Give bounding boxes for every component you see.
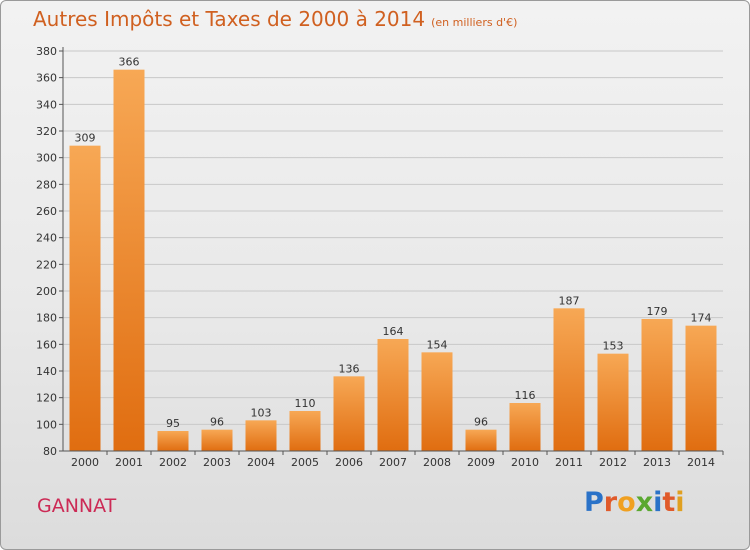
bar-value-label: 174 — [691, 312, 712, 325]
y-tick-label: 160 — [36, 338, 57, 351]
x-tick-label: 2000 — [71, 456, 99, 469]
y-tick-label: 180 — [36, 312, 57, 325]
x-tick-label: 2011 — [555, 456, 583, 469]
x-tick-label: 2012 — [599, 456, 627, 469]
y-tick-label: 360 — [36, 72, 57, 85]
bar — [685, 325, 717, 451]
y-tick-label: 120 — [36, 392, 57, 405]
bar-value-label: 164 — [383, 325, 404, 338]
chart-title-text: Autres Impôts et Taxes de 2000 à 2014 — [33, 7, 426, 31]
y-tick-label: 100 — [36, 418, 57, 431]
bar-value-label: 309 — [75, 132, 96, 145]
y-tick-label: 320 — [36, 125, 57, 138]
axes — [62, 47, 723, 452]
chart-subtitle: (en milliers d'€) — [431, 16, 518, 29]
bar — [113, 69, 145, 452]
bar-value-label: 136 — [339, 362, 360, 375]
bar-value-label: 366 — [119, 56, 140, 69]
bar — [377, 339, 409, 451]
x-tick-label: 2013 — [643, 456, 671, 469]
bar-value-label: 116 — [515, 389, 536, 402]
x-tick-label: 2009 — [467, 456, 495, 469]
y-tick-label: 340 — [36, 98, 57, 111]
y-axis-ticks: 80 100 120 140 160 180 200 220 240 260 280 300 320 34… — [36, 45, 63, 458]
bar-value-label: 110 — [295, 397, 316, 410]
bar-value-label: 179 — [647, 305, 668, 318]
bar — [465, 429, 497, 451]
bar-value-labels: 309 366 95 96 103 110 136 164 154 96 116 187 153 179 1… — [75, 56, 712, 430]
logo-letter: P — [584, 487, 604, 518]
bar — [333, 376, 365, 451]
y-tick-label: 260 — [36, 205, 57, 218]
bar — [553, 308, 585, 451]
x-tick-label: 2014 — [687, 456, 715, 469]
x-tick-label: 2003 — [203, 456, 231, 469]
bar-value-label: 153 — [603, 340, 624, 353]
bar-value-label: 96 — [210, 416, 224, 429]
x-tick-label: 2005 — [291, 456, 319, 469]
x-tick-label: 2006 — [335, 456, 363, 469]
bars — [69, 69, 717, 452]
y-tick-label: 220 — [36, 258, 57, 271]
proxiti-logo: Proxiti — [584, 487, 685, 518]
bar — [509, 403, 541, 451]
bar-value-label: 96 — [474, 416, 488, 429]
bar — [69, 145, 101, 451]
x-tick-label: 2010 — [511, 456, 539, 469]
bar — [245, 420, 277, 451]
logo-letter: x — [635, 487, 654, 518]
logo-letter: r — [603, 487, 618, 518]
bar-value-label: 154 — [427, 338, 448, 351]
logo-letter: o — [617, 487, 636, 518]
x-tick-label: 2001 — [115, 456, 143, 469]
x-tick-label: 2008 — [423, 456, 451, 469]
bar-value-label: 103 — [251, 406, 272, 419]
logo-letter: t — [662, 487, 676, 518]
y-tick-label: 240 — [36, 232, 57, 245]
y-tick-label: 200 — [36, 285, 57, 298]
bar — [201, 429, 233, 451]
bar-value-label: 187 — [559, 294, 580, 307]
chart-title: Autres Impôts et Taxes de 2000 à 2014 (en… — [33, 7, 517, 31]
logo-letter: i — [675, 487, 685, 518]
place-name: GANNAT — [37, 495, 117, 517]
y-tick-label: 300 — [36, 152, 57, 165]
x-tick-label: 2002 — [159, 456, 187, 469]
y-tick-label: 380 — [36, 45, 57, 58]
x-tick-label: 2007 — [379, 456, 407, 469]
bar — [597, 353, 629, 451]
logo-letter: i — [653, 487, 663, 518]
x-axis-ticks: 2000 2001 2002 2003 2004 2005 2006 2007 2008 2009… — [71, 451, 724, 469]
bar — [641, 319, 673, 451]
bar-value-label: 95 — [166, 417, 180, 430]
y-tick-label: 280 — [36, 178, 57, 191]
x-tick-label: 2004 — [247, 456, 275, 469]
bar — [421, 352, 453, 451]
bar — [157, 431, 189, 451]
y-tick-label: 80 — [43, 445, 57, 458]
y-tick-label: 140 — [36, 365, 57, 378]
bar — [289, 411, 321, 451]
